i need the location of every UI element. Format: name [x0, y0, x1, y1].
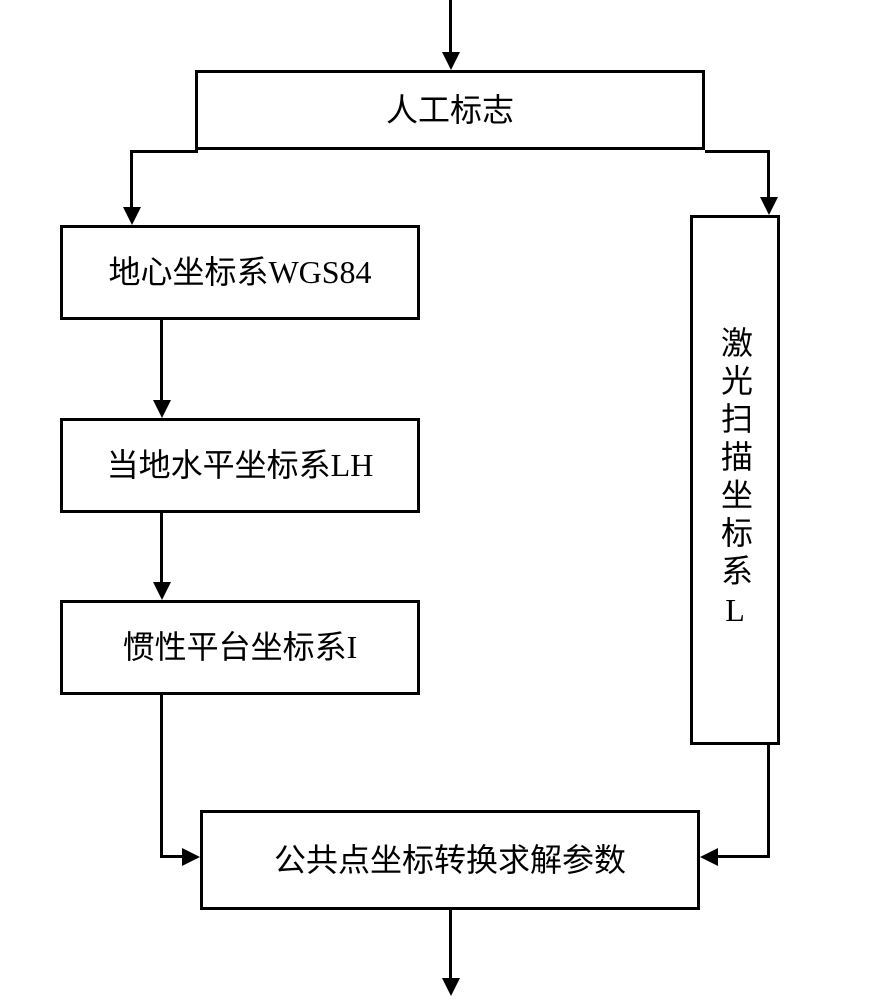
- edge-wgs84-lh-arrow: [153, 400, 171, 418]
- entry-arrow-line: [449, 0, 452, 55]
- edge-marker-wgs84-v: [130, 150, 133, 210]
- edge-inertial-common-v: [160, 695, 163, 855]
- edge-laser-common-h: [715, 855, 770, 858]
- edge-inertial-common-arrow: [182, 848, 200, 866]
- edge-laser-common-arrow: [700, 848, 718, 866]
- edge-lh-inertial-arrow: [153, 582, 171, 600]
- node-common-point: 公共点坐标转换求解参数: [200, 810, 700, 910]
- node-laser-scan-label: 激光扫描坐标系L: [712, 326, 758, 634]
- edge-lh-inertial: [160, 513, 163, 585]
- node-inertial-platform: 惯性平台坐标系I: [60, 600, 420, 695]
- node-inertial-platform-label: 惯性平台坐标系I: [123, 628, 358, 666]
- edge-marker-laser-h: [705, 150, 770, 153]
- node-laser-scan: 激光扫描坐标系L: [690, 215, 780, 745]
- node-artificial-marker-label: 人工标志: [386, 91, 514, 129]
- edge-laser-common-v: [767, 745, 770, 858]
- node-wgs84: 地心坐标系WGS84: [60, 225, 420, 320]
- exit-arrow-head: [442, 978, 460, 996]
- node-local-horizontal-label: 当地水平坐标系LH: [107, 446, 374, 484]
- edge-marker-laser-v: [767, 150, 770, 200]
- entry-arrow-head: [442, 52, 460, 70]
- exit-arrow-line: [449, 910, 452, 980]
- node-wgs84-label: 地心坐标系WGS84: [108, 253, 371, 291]
- edge-marker-wgs84-arrow: [123, 207, 141, 225]
- edge-marker-laser-arrow: [760, 197, 778, 215]
- edge-marker-wgs84-h: [130, 150, 198, 153]
- node-common-point-label: 公共点坐标转换求解参数: [274, 841, 626, 879]
- node-local-horizontal: 当地水平坐标系LH: [60, 418, 420, 513]
- edge-wgs84-lh: [160, 320, 163, 402]
- node-artificial-marker: 人工标志: [195, 70, 705, 150]
